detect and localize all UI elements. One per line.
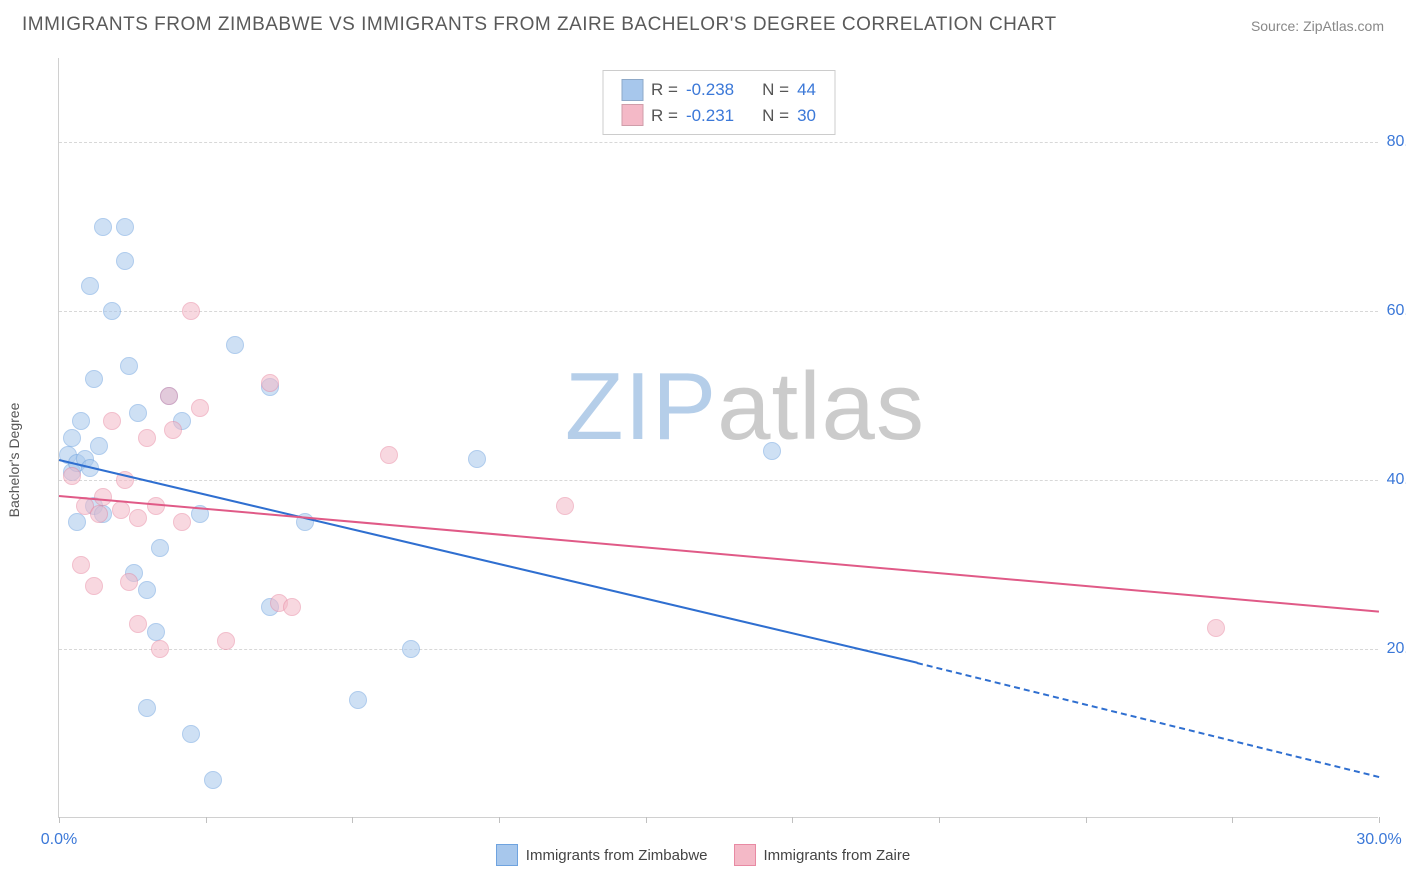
data-point-zaire — [72, 556, 90, 574]
x-tick — [1379, 817, 1380, 823]
data-point-zimbabwe — [63, 429, 81, 447]
x-tick — [1086, 817, 1087, 823]
series-legend: Immigrants from Zimbabwe Immigrants from… — [20, 844, 1386, 866]
data-point-zaire — [380, 446, 398, 464]
regression-line — [59, 495, 1379, 613]
r-value: -0.231 — [686, 103, 734, 129]
data-point-zimbabwe — [85, 370, 103, 388]
swatch-zaire — [621, 104, 643, 126]
r-label: R = — [651, 103, 678, 129]
watermark-atlas: atlas — [717, 353, 925, 460]
data-point-zaire — [261, 374, 279, 392]
n-value: 30 — [797, 103, 816, 129]
data-point-zaire — [217, 632, 235, 650]
gridline — [59, 649, 1378, 650]
data-point-zaire — [94, 488, 112, 506]
legend-item-zimbabwe: Immigrants from Zimbabwe — [496, 844, 708, 866]
n-label: N = — [762, 77, 789, 103]
legend-row-zimbabwe: R = -0.238 N = 44 — [621, 77, 816, 103]
header: IMMIGRANTS FROM ZIMBABWE VS IMMIGRANTS F… — [0, 0, 1406, 44]
gridline — [59, 311, 1378, 312]
data-point-zaire — [164, 421, 182, 439]
regression-line — [59, 459, 917, 664]
data-point-zaire — [283, 598, 301, 616]
data-point-zaire — [151, 640, 169, 658]
y-tick-label: 20.0% — [1387, 640, 1406, 658]
legend-item-zaire: Immigrants from Zaire — [734, 844, 911, 866]
x-tick — [792, 817, 793, 823]
data-point-zaire — [90, 505, 108, 523]
data-point-zaire — [182, 302, 200, 320]
legend-label-zimbabwe: Immigrants from Zimbabwe — [526, 847, 708, 864]
gridline — [59, 142, 1378, 143]
data-point-zaire — [191, 399, 209, 417]
y-tick-label: 40.0% — [1387, 471, 1406, 489]
swatch-zaire — [734, 844, 756, 866]
data-point-zaire — [120, 573, 138, 591]
plot-area: ZIPatlas R = -0.238 N = 44 R = -0.231 N … — [58, 58, 1378, 818]
data-point-zimbabwe — [138, 699, 156, 717]
data-point-zimbabwe — [72, 412, 90, 430]
data-point-zimbabwe — [151, 539, 169, 557]
r-label: R = — [651, 77, 678, 103]
y-tick-label: 60.0% — [1387, 302, 1406, 320]
data-point-zimbabwe — [90, 437, 108, 455]
data-point-zaire — [138, 429, 156, 447]
x-tick — [646, 817, 647, 823]
r-value: -0.238 — [686, 77, 734, 103]
watermark-zip: ZIP — [565, 353, 717, 460]
data-point-zimbabwe — [81, 277, 99, 295]
source-prefix: Source: — [1251, 18, 1303, 34]
data-point-zaire — [63, 467, 81, 485]
x-tick — [206, 817, 207, 823]
x-tick — [939, 817, 940, 823]
swatch-zimbabwe — [496, 844, 518, 866]
data-point-zimbabwe — [147, 623, 165, 641]
regression-line — [917, 662, 1379, 778]
data-point-zimbabwe — [402, 640, 420, 658]
data-point-zimbabwe — [68, 513, 86, 531]
data-point-zimbabwe — [468, 450, 486, 468]
data-point-zimbabwe — [103, 302, 121, 320]
chart-title: IMMIGRANTS FROM ZIMBABWE VS IMMIGRANTS F… — [22, 14, 1057, 36]
data-point-zimbabwe — [116, 218, 134, 236]
data-point-zaire — [129, 509, 147, 527]
x-tick — [499, 817, 500, 823]
data-point-zimbabwe — [182, 725, 200, 743]
data-point-zimbabwe — [94, 218, 112, 236]
gridline — [59, 480, 1378, 481]
data-point-zaire — [556, 497, 574, 515]
x-tick — [1232, 817, 1233, 823]
data-point-zaire — [173, 513, 191, 531]
watermark: ZIPatlas — [565, 352, 925, 462]
source-name: ZipAtlas.com — [1303, 18, 1384, 34]
data-point-zimbabwe — [226, 336, 244, 354]
data-point-zimbabwe — [763, 442, 781, 460]
data-point-zimbabwe — [138, 581, 156, 599]
data-point-zaire — [85, 577, 103, 595]
data-point-zimbabwe — [116, 252, 134, 270]
data-point-zaire — [112, 501, 130, 519]
data-point-zimbabwe — [120, 357, 138, 375]
n-value: 44 — [797, 77, 816, 103]
data-point-zimbabwe — [349, 691, 367, 709]
x-tick — [352, 817, 353, 823]
data-point-zimbabwe — [204, 771, 222, 789]
correlation-legend: R = -0.238 N = 44 R = -0.231 N = 30 — [602, 70, 835, 135]
data-point-zaire — [103, 412, 121, 430]
data-point-zaire — [160, 387, 178, 405]
data-point-zimbabwe — [129, 404, 147, 422]
data-point-zaire — [1207, 619, 1225, 637]
legend-label-zaire: Immigrants from Zaire — [764, 847, 911, 864]
y-tick-label: 80.0% — [1387, 133, 1406, 151]
swatch-zimbabwe — [621, 79, 643, 101]
source-attribution: Source: ZipAtlas.com — [1251, 18, 1384, 34]
chart-container: Bachelor's Degree ZIPatlas R = -0.238 N … — [20, 50, 1386, 870]
y-axis-label: Bachelor's Degree — [6, 403, 22, 518]
data-point-zaire — [129, 615, 147, 633]
legend-row-zaire: R = -0.231 N = 30 — [621, 103, 816, 129]
x-tick — [59, 817, 60, 823]
n-label: N = — [762, 103, 789, 129]
